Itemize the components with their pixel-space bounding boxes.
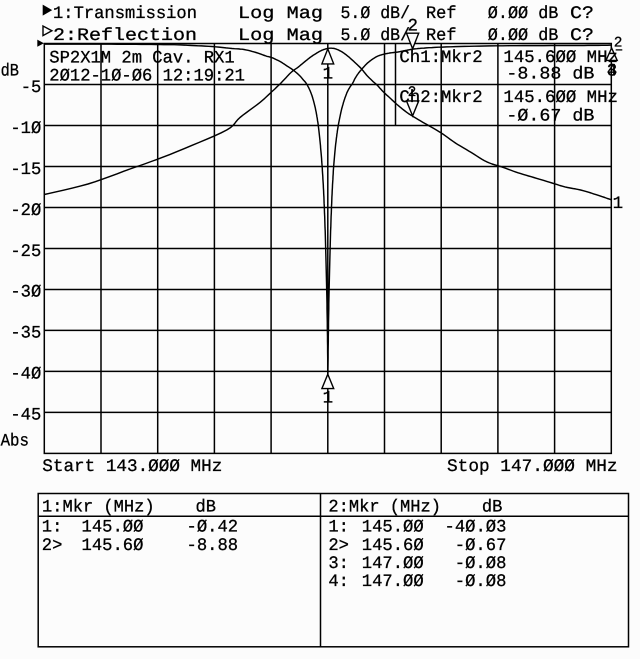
svg-text:Ø.ØØ dB: Ø.ØØ dB bbox=[488, 26, 559, 46]
svg-text:1: 1 bbox=[323, 388, 334, 408]
svg-text:-8.88: -8.88 bbox=[187, 536, 239, 556]
svg-text:Log Mag: Log Mag bbox=[238, 4, 323, 24]
svg-text:-Ø.67: -Ø.67 bbox=[455, 536, 507, 556]
svg-text:Ch1:Mkr2 145.6ØØ MHz: Ch1:Mkr2 145.6ØØ MHz bbox=[399, 48, 618, 68]
svg-text:SP2X1M 2m Cav. RX1: SP2X1M 2m Cav. RX1 bbox=[49, 48, 234, 68]
svg-text:C?: C? bbox=[570, 26, 594, 46]
svg-text:-2Ø: -2Ø bbox=[10, 201, 41, 221]
svg-text:-Ø.Ø8: -Ø.Ø8 bbox=[455, 572, 507, 592]
svg-text:2>: 2> bbox=[42, 536, 63, 556]
svg-text:Log Mag: Log Mag bbox=[238, 26, 323, 46]
svg-text:-35: -35 bbox=[10, 324, 41, 344]
svg-text:-45: -45 bbox=[10, 406, 41, 426]
svg-text:2: 2 bbox=[407, 16, 418, 36]
svg-text:Ref: Ref bbox=[426, 26, 457, 46]
svg-text:Stop 147.ØØØ MHz: Stop 147.ØØØ MHz bbox=[447, 457, 618, 477]
svg-text:145.ØØ: 145.ØØ bbox=[362, 518, 424, 538]
svg-text:147.ØØ: 147.ØØ bbox=[362, 554, 424, 574]
svg-text:145.6Ø: 145.6Ø bbox=[82, 536, 144, 556]
svg-text:-Ø.67 dB: -Ø.67 dB bbox=[506, 106, 594, 126]
svg-text:-1Ø: -1Ø bbox=[10, 119, 41, 139]
svg-text:145.6Ø: 145.6Ø bbox=[362, 536, 424, 556]
svg-text:1:Mkr (MHz) dB: 1:Mkr (MHz) dB bbox=[42, 497, 216, 517]
svg-text:-Ø.42: -Ø.42 bbox=[187, 518, 239, 538]
svg-text:4: 4 bbox=[607, 61, 618, 81]
svg-text:4:: 4: bbox=[328, 572, 349, 592]
svg-text:1: 1 bbox=[613, 194, 624, 214]
svg-text:dB: dB bbox=[1, 62, 19, 82]
svg-text:-4Ø.Ø3: -4Ø.Ø3 bbox=[445, 518, 507, 538]
svg-text:Ø.ØØ dB: Ø.ØØ dB bbox=[488, 4, 559, 24]
svg-text:-8.88 dB: -8.88 dB bbox=[506, 65, 594, 85]
svg-text:-25: -25 bbox=[10, 242, 41, 262]
svg-text:Ch2:Mkr2 145.6ØØ MHz: Ch2:Mkr2 145.6ØØ MHz bbox=[399, 88, 618, 108]
svg-text:2>: 2> bbox=[328, 536, 349, 556]
svg-text:2: 2 bbox=[408, 85, 417, 101]
svg-text:5.Ø dB/: 5.Ø dB/ bbox=[341, 4, 411, 24]
svg-text:5.Ø dB/: 5.Ø dB/ bbox=[341, 26, 411, 46]
svg-text:-3Ø: -3Ø bbox=[10, 283, 41, 303]
svg-text:147.ØØ: 147.ØØ bbox=[362, 572, 424, 592]
svg-text:2:Reflection: 2:Reflection bbox=[53, 26, 197, 46]
svg-text:1: 1 bbox=[323, 65, 334, 85]
svg-text:Abs: Abs bbox=[1, 432, 29, 452]
svg-text:2Ø12-1Ø-Ø6 12:19:21: 2Ø12-1Ø-Ø6 12:19:21 bbox=[49, 66, 245, 86]
svg-text:3:: 3: bbox=[328, 554, 349, 574]
svg-text:-5: -5 bbox=[21, 78, 42, 98]
svg-text:2: 2 bbox=[614, 35, 623, 51]
svg-text:145.ØØ: 145.ØØ bbox=[82, 518, 144, 538]
svg-text:Start 143.ØØØ MHz: Start 143.ØØØ MHz bbox=[42, 457, 222, 477]
svg-text:-Ø.Ø8: -Ø.Ø8 bbox=[455, 554, 507, 574]
svg-text:2:Mkr (MHz) dB: 2:Mkr (MHz) dB bbox=[328, 497, 502, 517]
svg-text:1:Transmission: 1:Transmission bbox=[53, 4, 197, 24]
svg-text:-15: -15 bbox=[10, 160, 41, 180]
svg-text:3: 3 bbox=[607, 61, 618, 81]
svg-text:-4Ø: -4Ø bbox=[10, 365, 41, 385]
svg-text:Ref: Ref bbox=[426, 4, 457, 24]
svg-text:C?: C? bbox=[570, 4, 594, 24]
svg-text:1:: 1: bbox=[328, 518, 349, 538]
svg-text:1:: 1: bbox=[42, 518, 63, 538]
